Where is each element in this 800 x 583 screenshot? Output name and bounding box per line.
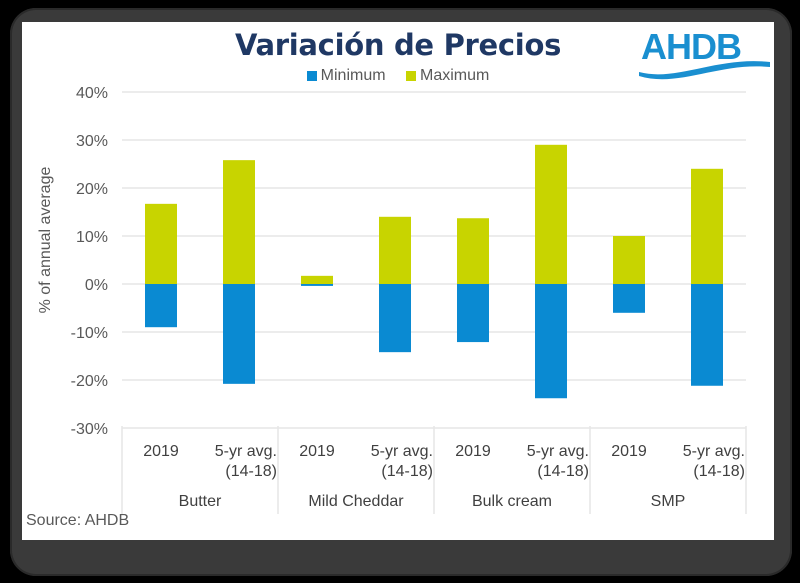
y-tick-label: 10% (76, 229, 108, 246)
chart-plot: 40% 30% 20% 10% 0% -10% -20% -30% % of annual av… (37, 85, 747, 514)
ahdb-logo: AHDB (637, 26, 772, 86)
x-tick-label: 2019 (455, 443, 491, 460)
legend-label-minimum: Minimum (320, 67, 386, 84)
bar-minimum (613, 284, 645, 313)
bar-maximum (223, 160, 255, 284)
y-tick-label: 20% (76, 181, 108, 198)
bar-maximum (535, 144, 567, 284)
logo-wave-icon (639, 61, 770, 80)
group-label: Butter (179, 493, 222, 510)
x-tick-label: 5-yr avg. (683, 443, 745, 460)
bar-minimum (145, 284, 177, 328)
x-tick-label: 2019 (611, 443, 647, 460)
y-tick-label: 40% (76, 85, 108, 102)
x-tick-label: (14-18) (693, 463, 745, 480)
x-tick-label: 5-yr avg. (527, 443, 589, 460)
y-tick-label: -30% (71, 421, 108, 438)
legend-item-maximum: Maximum (406, 67, 489, 85)
logo-text: AHDB (641, 26, 742, 67)
legend-label-maximum: Maximum (420, 67, 490, 84)
x-tick-label: (14-18) (381, 463, 433, 480)
x-tick-label: 5-yr avg. (215, 443, 277, 460)
group-label: SMP (651, 493, 686, 510)
bar-minimum (691, 284, 723, 386)
x-tick-label: 2019 (143, 443, 179, 460)
y-tick-label: 30% (76, 133, 108, 150)
x-tick-label: (14-18) (225, 463, 277, 480)
bar-maximum (613, 236, 645, 284)
bar-minimum (457, 284, 489, 343)
bar-minimum (301, 284, 333, 286)
bar-maximum (457, 218, 489, 284)
y-tick-label: -20% (71, 373, 108, 390)
legend-swatch-maximum (406, 71, 416, 81)
x-tick-label: 2019 (299, 443, 335, 460)
x-tick-label: 5-yr avg. (371, 443, 433, 460)
x-tick-label: (14-18) (537, 463, 589, 480)
bar-maximum (301, 275, 333, 284)
bar-minimum (535, 284, 567, 399)
bar-minimum (223, 284, 255, 384)
bar-maximum (691, 168, 723, 284)
bar-minimum (379, 284, 411, 353)
bar-maximum (379, 216, 411, 284)
group-label: Bulk cream (472, 493, 552, 510)
group-label: Mild Cheddar (308, 493, 404, 510)
chart-card: Variación de Precios Minimum Maximum AHD… (22, 22, 774, 540)
legend-item-minimum: Minimum (306, 67, 386, 85)
chart-title: Variación de Precios (234, 28, 562, 62)
legend: Minimum Maximum (22, 67, 774, 86)
y-axis-label: % of annual average (37, 167, 54, 314)
source-note: Source: AHDB (26, 512, 130, 529)
y-tick-label: 0% (85, 277, 108, 294)
legend-swatch-minimum (306, 71, 317, 81)
bar-maximum (145, 203, 177, 284)
y-tick-label: -10% (71, 325, 108, 342)
